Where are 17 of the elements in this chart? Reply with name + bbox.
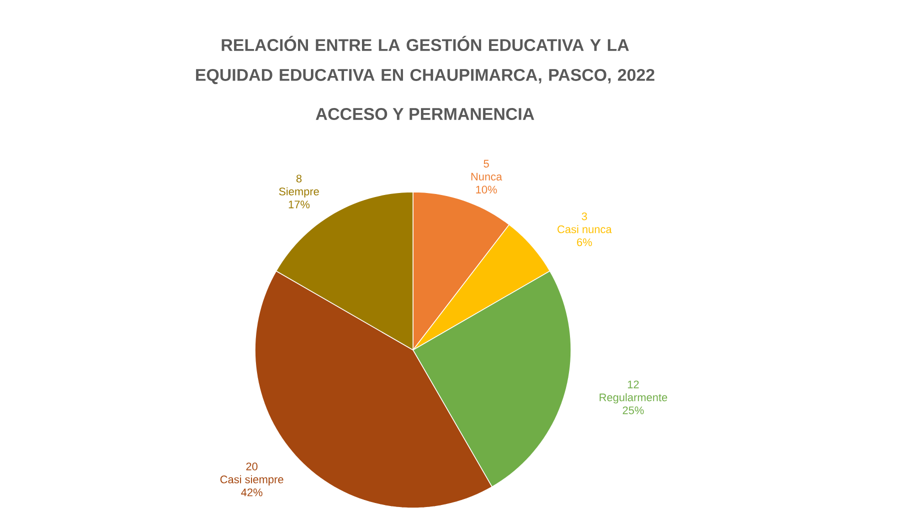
slice-label: Casi nunca — [558, 225, 612, 234]
data-label: 20 — [246, 462, 258, 470]
slice-label: Nunca — [471, 172, 502, 181]
slice-label: Regularmente — [600, 393, 668, 404]
text: 10% — [476, 186, 497, 194]
slice-label: Casi siempre — [220, 475, 284, 486]
data-label: 12 — [628, 380, 639, 388]
text: 17% — [288, 200, 310, 208]
text: 42% — [241, 488, 262, 496]
slice-label: Siempre — [279, 187, 319, 198]
data-label: 8 — [296, 174, 302, 182]
chart-subtitle: ACCESO Y PERMANENCIA — [316, 108, 534, 120]
text: 6% — [577, 238, 592, 246]
data-label: 5 — [484, 160, 489, 168]
data-label: 3 — [582, 212, 587, 220]
text: 25% — [622, 406, 644, 414]
chart-title: RELACIÓN ENTRE LA GESTIÓN EDUCATIVA Y LA EQUIDAD EDUCATIVA EN CHAUPIMARCA, PASCO, 2022 — [196, 36, 654, 84]
